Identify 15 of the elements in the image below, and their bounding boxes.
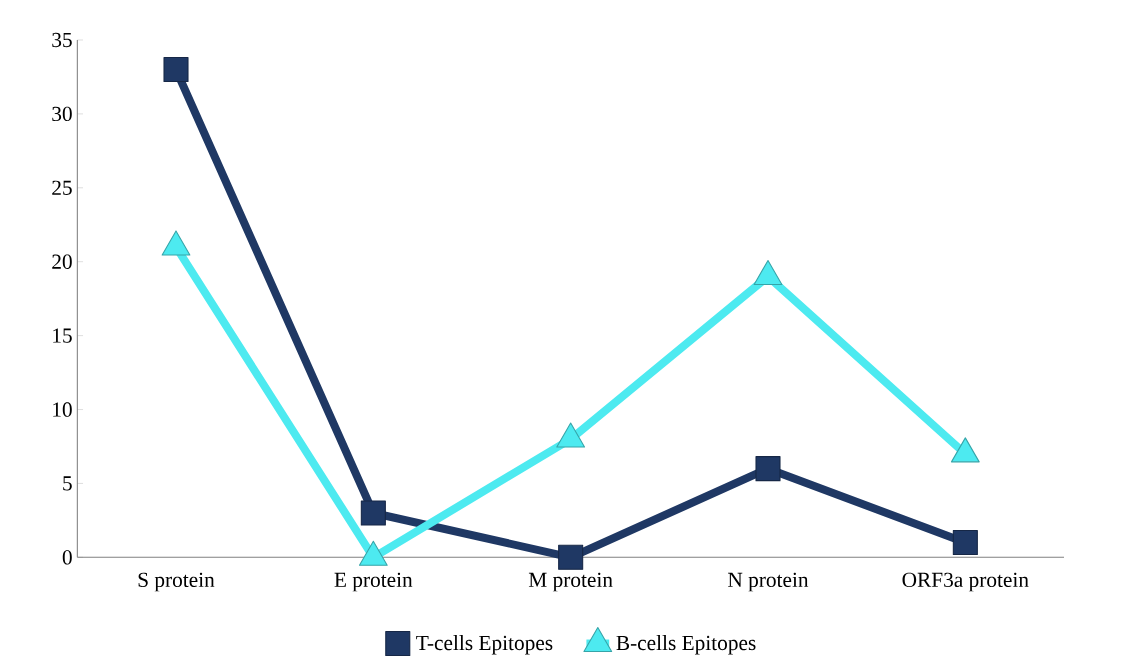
y-tick-label: 35 [52,32,72,48]
y-tick-label: 25 [52,180,72,195]
x-tick-label: S protein [138,572,215,592]
y-tick-label: 20 [52,254,72,269]
x-tick-label: N protein [728,572,809,592]
y-tick-label: 15 [53,328,72,343]
y-tick-label: 5 [63,476,72,491]
x-tick-label: M protein [528,572,613,592]
x-tick-label: E protein [334,572,413,592]
y-tick-label: 10 [53,402,72,417]
legend-label: B-cells Epitopes [616,635,756,655]
x-tick-label: ORF3a protein [902,572,1029,592]
y-tick-label: 0 [62,550,72,565]
y-tick-label: 30 [52,106,72,122]
legend-label: T-cells Epitopes [416,635,553,655]
